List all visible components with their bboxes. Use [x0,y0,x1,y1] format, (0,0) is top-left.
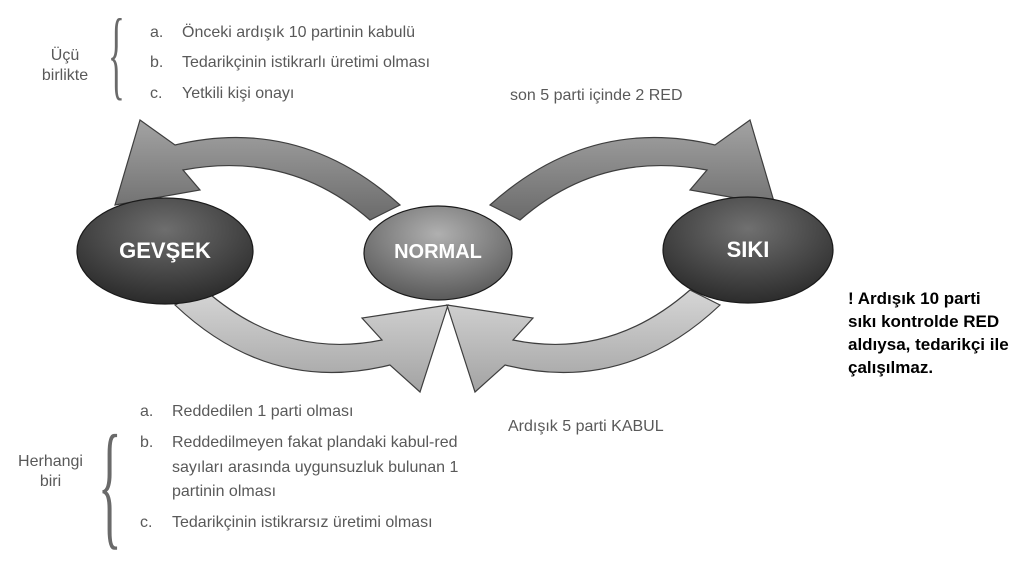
node-normal: NORMAL [364,206,512,299]
arrow-label-top: son 5 parti içinde 2 RED [510,87,683,105]
bottom-cond-a-letter: a. [140,400,158,425]
top-cond-b: b. Tedarikçinin istikrarlı üretimi olmas… [150,48,570,78]
bottom-cond-a: a. Reddedilen 1 parti olması [140,400,490,425]
bottom-cond-b-text: Reddedilmeyen fakat plandaki kabul-red s… [172,431,490,505]
bottom-brace-icon: { [98,404,122,565]
arrow-label-top-text: son 5 parti içinde 2 RED [510,87,683,104]
warning-note: ! Ardışık 10 parti sıkı kontrolde RED al… [848,288,1013,380]
bottom-cond-c-letter: c. [140,511,158,536]
node-gevsek: GEVŞEK [77,198,253,304]
top-conditions: a. Önceki ardışık 10 partinin kabulü b. … [150,18,570,109]
top-cond-a-text: Önceki ardışık 10 partinin kabulü [182,18,415,48]
top-cond-c-text: Yetkili kişi onayı [182,79,294,109]
top-cond-a: a. Önceki ardışık 10 partinin kabulü [150,18,570,48]
node-gevsek-label: GEVŞEK [119,238,211,264]
top-cond-b-text: Tedarikçinin istikrarlı üretimi olması [182,48,430,78]
arrow-siki-to-normal [447,290,720,392]
top-cond-c: c. Yetkili kişi onayı [150,79,570,109]
bottom-conditions: a. Reddedilen 1 parti olması b. Reddedil… [140,400,490,536]
top-group-label: Üçü birlikte [30,46,100,86]
bottom-cond-a-text: Reddedilen 1 parti olması [172,400,353,425]
top-brace-icon: { [108,0,125,111]
bottom-group-label: Herhangi biri [8,452,93,492]
top-cond-c-letter: c. [150,79,168,109]
bottom-cond-b: b. Reddedilmeyen fakat plandaki kabul-re… [140,431,490,505]
arrow-gevsek-to-normal [175,290,448,392]
bottom-cond-b-letter: b. [140,431,158,505]
node-siki-label: SIKI [727,237,770,263]
top-cond-a-letter: a. [150,18,168,48]
inspection-switching-diagram: GEVŞEK NORMAL SIKI Üçü birlikte { a. Önc… [0,0,1023,557]
top-cond-b-letter: b. [150,48,168,78]
top-group-label-text: Üçü birlikte [42,47,88,84]
arrow-label-bottom-text: Ardışık 5 parti KABUL [508,418,664,435]
node-normal-label: NORMAL [394,241,482,264]
bottom-cond-c-text: Tedarikçinin istikrarsız üretimi olması [172,511,433,536]
warning-note-text: ! Ardışık 10 parti sıkı kontrolde RED al… [848,289,1009,377]
arrow-label-bottom: Ardışık 5 parti KABUL [508,418,664,436]
node-siki: SIKI [663,197,833,303]
bottom-group-label-text: Herhangi biri [18,453,83,490]
bottom-cond-c: c. Tedarikçinin istikrarsız üretimi olma… [140,511,490,536]
